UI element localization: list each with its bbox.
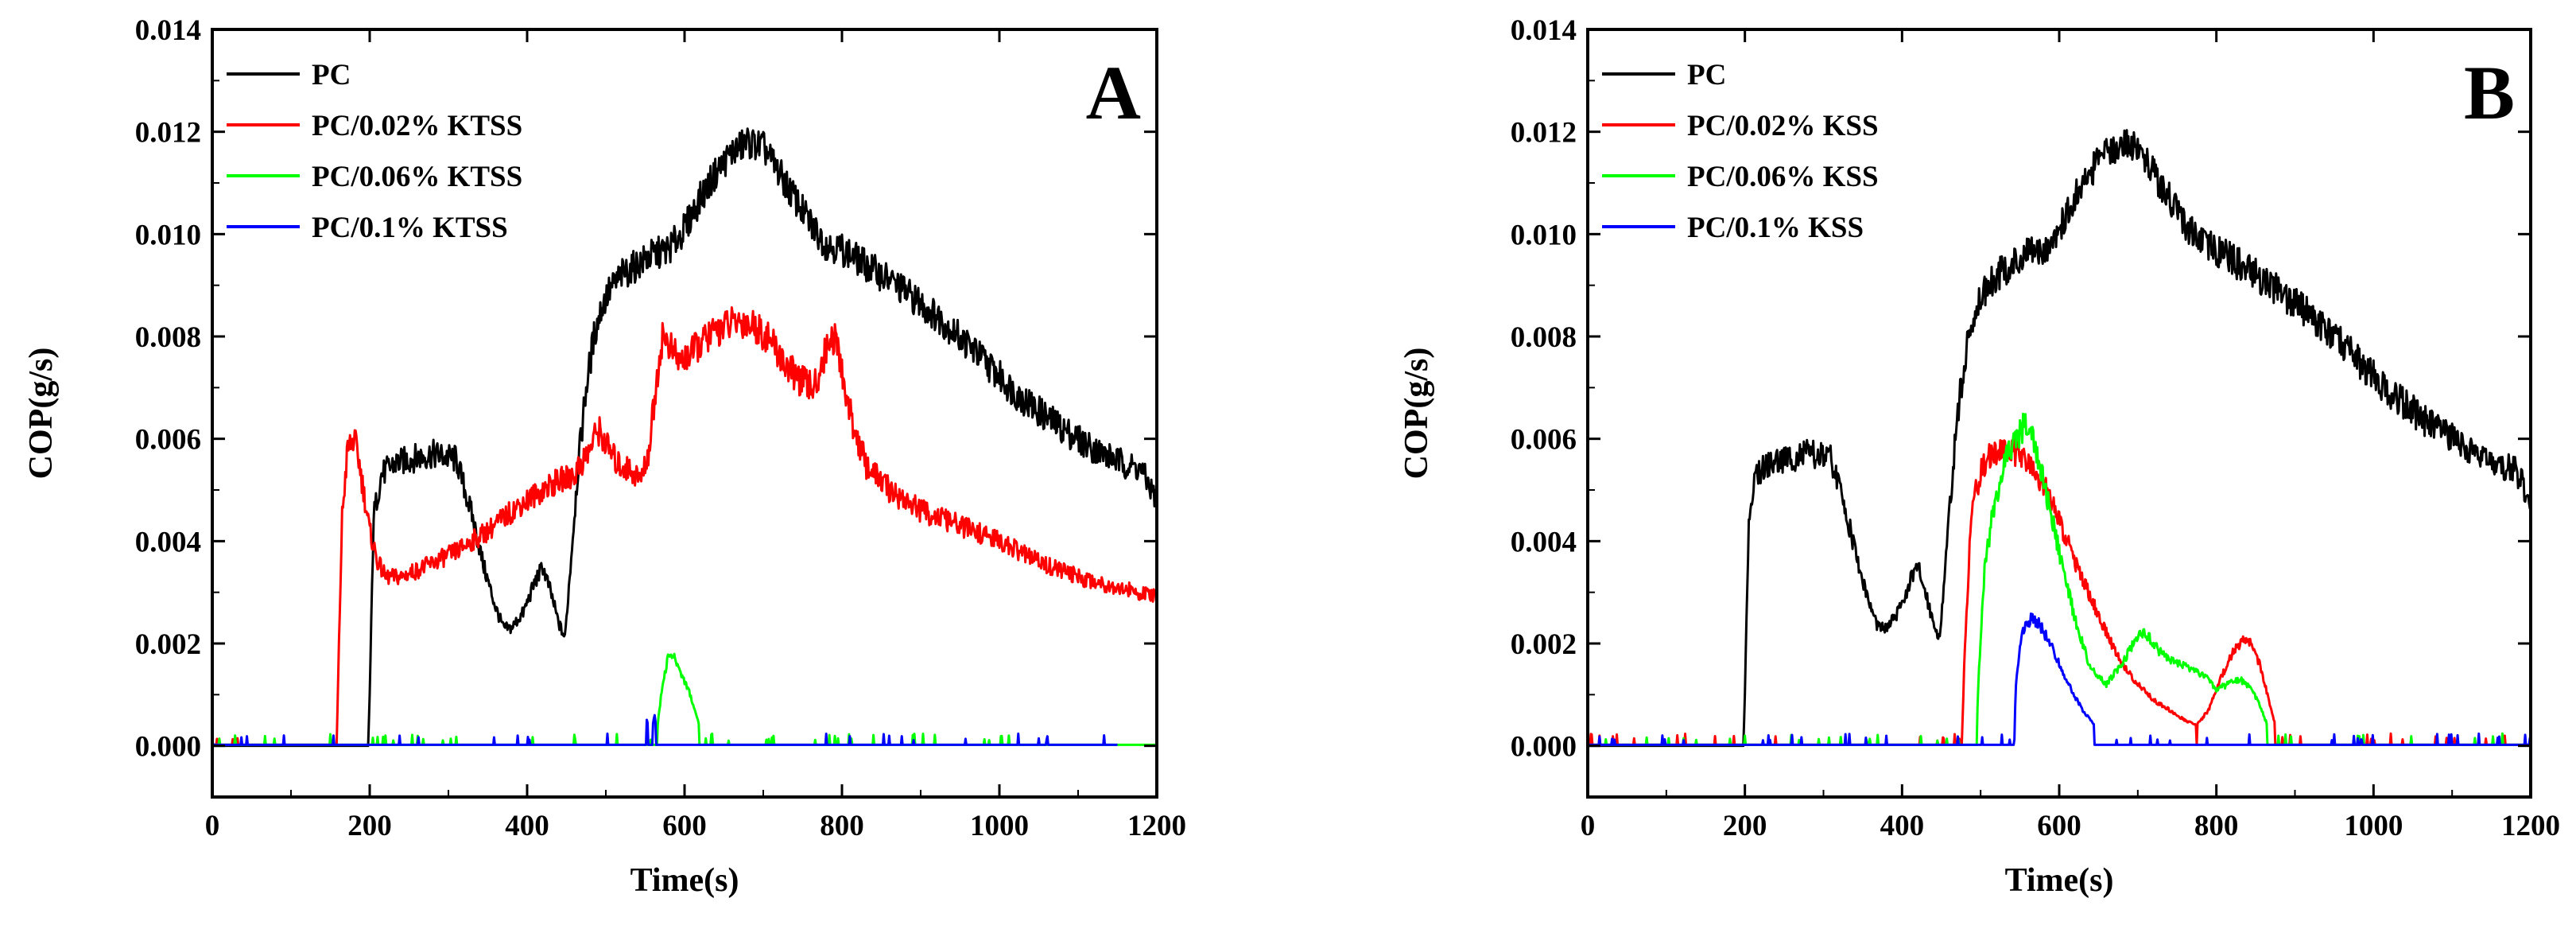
panel-a-x-tick-label: 200 [347, 810, 392, 842]
panel-a-x-tick-label: 400 [505, 810, 549, 842]
panel-a-x-tick-label: 1000 [970, 810, 1029, 842]
panel-a-legend-label-1: PC [312, 59, 351, 91]
panel-b-legend-label-2: PC/0.02% KSS [1687, 110, 1879, 142]
panel-a-y-tick-label: 0.000 [135, 731, 201, 764]
panel-b-y-tick-label: 0.000 [1511, 731, 1577, 764]
panel-b-y-tick-label: 0.014 [1511, 14, 1577, 47]
panel-a-y-tick-label: 0.004 [135, 526, 201, 558]
panel-b-panel-label: B [2464, 50, 2515, 135]
panel-a-chart: 0 200 400 600 800 1000 1200 0.000 0.002 0.004 0.00… [23, 14, 1186, 899]
panel-a-series-line-4 [211, 713, 1119, 746]
panel-a-series-line-2 [211, 306, 1158, 746]
panel-a-x-tick-label: 1200 [1127, 810, 1186, 842]
panel-b-series-line-3 [1587, 412, 2531, 746]
panel-b-series-line-2 [1587, 437, 2531, 746]
panel-b-series-line-1 [1587, 129, 2531, 748]
panel-b-y-tick-label: 0.004 [1511, 526, 1577, 558]
panel-b-x-axis-title: Time(s) [2005, 862, 2114, 899]
panel-a-x-tick-label: 800 [820, 810, 864, 842]
panel-a-y-tick-label: 0.008 [135, 321, 201, 354]
panel-b-chart: 0 200 400 600 800 1000 1200 0.000 0.002 0.004 0.00… [1399, 14, 2560, 899]
panel-b-y-tick-label: 0.002 [1511, 628, 1577, 661]
panel-b-y-tick-label: 0.006 [1511, 424, 1577, 457]
panel-a-y-tick-label: 0.012 [135, 117, 201, 150]
panel-b-x-tick-label: 600 [2037, 810, 2081, 842]
panel-b-x-tick-label: 800 [2194, 810, 2239, 842]
panel-b-plot-frame [1586, 28, 2532, 799]
panel-a-legend-label-2: PC/0.02% KTSS [312, 110, 522, 142]
panel-a-x-tick-label: 0 [205, 810, 220, 842]
panel-b-y-tick-label: 0.010 [1511, 219, 1577, 251]
panel-a-legend: PC PC/0.02% KTSS PC/0.06% KTSS PC/0.1% KTSS [227, 59, 522, 244]
panel-a-y-tick-label: 0.010 [135, 219, 201, 251]
panel-a-legend-label-4: PC/0.1% KTSS [312, 212, 508, 244]
panel-a-y-tick-label: 0.002 [135, 628, 201, 661]
panel-a-series-line-3 [211, 652, 1158, 746]
panel-a-y-tick-label: 0.006 [135, 424, 201, 457]
panel-a-x-axis-title: Time(s) [630, 862, 739, 899]
panel-a-legend-label-3: PC/0.06% KTSS [312, 161, 522, 193]
panel-b-x-tick-label: 0 [1581, 810, 1596, 842]
panel-b-y-tick-label: 0.012 [1511, 117, 1577, 150]
panel-a-y-tick-label: 0.014 [135, 14, 201, 47]
panel-b-x-tick-label: 1200 [2501, 810, 2560, 842]
panel-b-series-group [1587, 129, 2532, 748]
panel-b-legend-label-3: PC/0.06% KSS [1687, 161, 1879, 193]
panel-a-series-group [211, 127, 1158, 748]
panel-a-y-axis-title: COP(g/s) [23, 348, 60, 480]
panel-b-y-axis-title: COP(g/s) [1399, 348, 1435, 480]
panel-b-y-tick-label: 0.008 [1511, 321, 1577, 354]
panel-b-legend: PC PC/0.02% KSS PC/0.06% KSS PC/0.1% KSS [1602, 59, 1879, 244]
panel-b-x-tick-label: 400 [1880, 810, 1925, 842]
panel-b-x-tick-label: 1000 [2344, 810, 2403, 842]
panel-a-x-tick-label: 600 [662, 810, 707, 842]
panel-b-series-line-4 [1587, 612, 2532, 746]
panel-b-legend-label-4: PC/0.1% KSS [1687, 212, 1864, 244]
panel-b-legend-label-1: PC [1687, 59, 1726, 91]
panel-b-x-tick-label: 200 [1723, 810, 1767, 842]
panel-a-series-line-1 [211, 127, 1158, 748]
panel-a-panel-label: A [1086, 50, 1141, 135]
